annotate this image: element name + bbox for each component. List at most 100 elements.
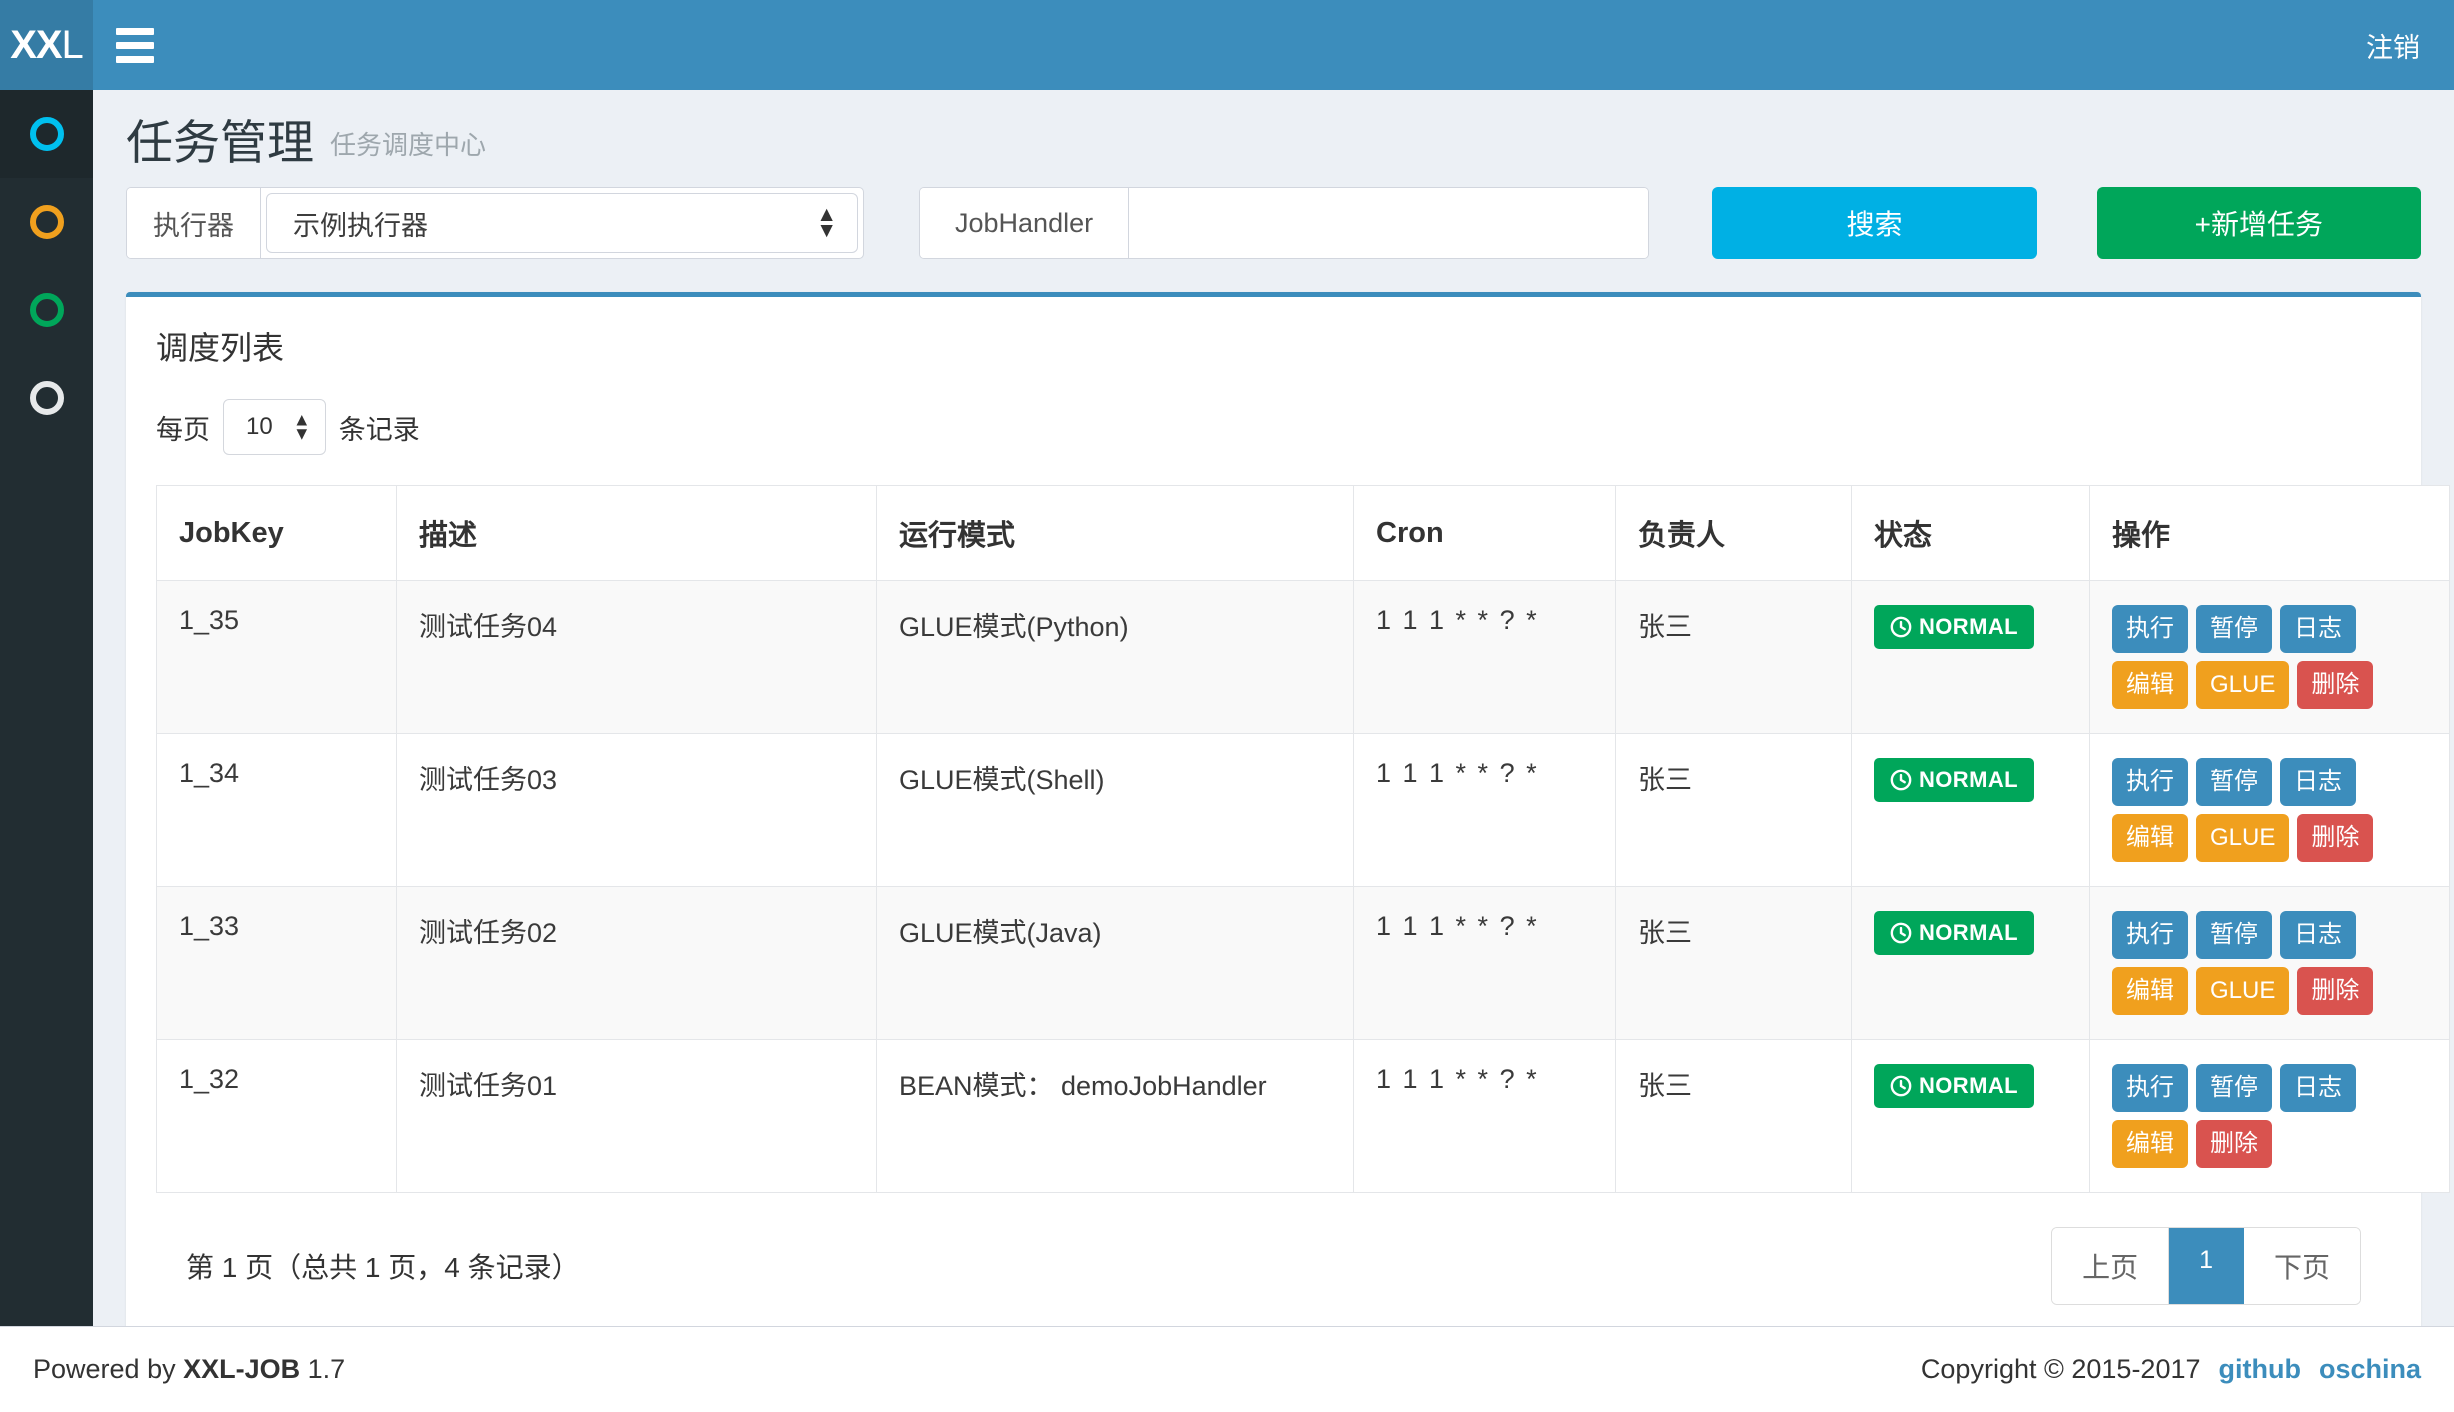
cell-mode: BEAN模式： demoJobHandler <box>876 1039 1354 1194</box>
executor-select-value: 示例执行器 <box>293 210 428 241</box>
status-badge-label: NORMAL <box>1919 614 2018 640</box>
op-button-删除[interactable]: 删除 <box>2297 967 2374 1016</box>
sidebar-item-2[interactable] <box>0 178 93 266</box>
circle-icon <box>29 381 64 415</box>
logout-link[interactable]: 注销 <box>2366 32 2420 63</box>
operation-buttons: 执行 暂停 日志编辑 删除 <box>2112 1064 2412 1169</box>
op-button-日志[interactable]: 日志 <box>2280 605 2356 654</box>
cell-owner: 张三 <box>1615 886 1852 1041</box>
hamburger-icon[interactable] <box>93 0 177 90</box>
sidebar-item-3[interactable] <box>0 266 93 354</box>
op-button-编辑[interactable]: 编辑 <box>2112 1120 2188 1169</box>
hamburger-bar <box>116 41 154 49</box>
cell-owner: 张三 <box>1615 733 1852 888</box>
cell-cron: 1 1 1 * * ? * <box>1353 733 1616 888</box>
op-button-编辑[interactable]: 编辑 <box>2112 661 2188 710</box>
page-header: 任务管理 任务调度中心 <box>93 90 2454 187</box>
op-button-GLUE[interactable]: GLUE <box>2196 967 2290 1016</box>
status-badge-label: NORMAL <box>1919 920 2018 946</box>
select-spinner-icon: ▲ ▼ <box>816 203 838 242</box>
sidebar-item-4[interactable] <box>0 354 93 442</box>
pagination-row: 第 1 页（总共 1 页，4 条记录） 上页 1 下页 <box>156 1193 2391 1345</box>
op-button-暂停[interactable]: 暂停 <box>2196 605 2272 654</box>
op-button-执行[interactable]: 执行 <box>2112 758 2188 807</box>
sidebar <box>0 90 93 1326</box>
op-button-执行[interactable]: 执行 <box>2112 605 2188 654</box>
page-length-select[interactable]: 10 ▲ ▼ <box>223 399 326 456</box>
cron-expression: 1 1 1 * * ? * <box>1376 1064 1539 1095</box>
op-button-执行[interactable]: 执行 <box>2112 1064 2188 1113</box>
pagination-prev[interactable]: 上页 <box>2052 1228 2170 1305</box>
col-desc: 描述 <box>396 485 877 582</box>
status-badge: NORMAL <box>1874 605 2034 650</box>
table-row: 1_34 测试任务03 GLUE模式(Shell) 1 1 1 * * ? * 张三 NO… <box>156 733 2450 888</box>
col-mode: 运行模式 <box>876 485 1354 582</box>
footer-link-github[interactable]: github <box>2218 1354 2301 1384</box>
cell-desc: 测试任务03 <box>396 733 877 888</box>
op-button-删除[interactable]: 删除 <box>2196 1120 2272 1169</box>
brand-logo[interactable]: XX L <box>0 0 93 90</box>
cell-desc: 测试任务04 <box>396 580 877 735</box>
status-badge-label: NORMAL <box>1919 767 2018 793</box>
jobhandler-input[interactable] <box>1129 188 1649 259</box>
filter-row: 执行器 示例执行器 ▲ ▼ JobHandler 搜索 +新增任务 <box>93 187 2454 260</box>
search-button[interactable]: 搜索 <box>1712 187 2037 260</box>
cell-jobkey: 1_34 <box>156 733 397 888</box>
executor-select[interactable]: 示例执行器 ▲ ▼ <box>266 193 859 254</box>
op-button-暂停[interactable]: 暂停 <box>2196 911 2272 960</box>
select-spinner-icon: ▲ ▼ <box>292 410 311 444</box>
op-button-编辑[interactable]: 编辑 <box>2112 967 2188 1016</box>
cell-owner: 张三 <box>1615 1039 1852 1194</box>
cell-status: NORMAL <box>1851 580 2090 735</box>
joblist-panel: 调度列表 每页 10 ▲ ▼ 条记录 <box>126 292 2450 1346</box>
op-button-暂停[interactable]: 暂停 <box>2196 1064 2272 1113</box>
content-area: 任务管理 任务调度中心 执行器 示例执行器 ▲ ▼ JobHandler <box>93 90 2454 1346</box>
op-button-GLUE[interactable]: GLUE <box>2196 661 2290 710</box>
op-button-编辑[interactable]: 编辑 <box>2112 814 2188 863</box>
status-badge: NORMAL <box>1874 1064 2034 1109</box>
cron-expression: 1 1 1 * * ? * <box>1376 605 1539 636</box>
cell-mode: GLUE模式(Shell) <box>876 733 1354 888</box>
operation-buttons: 执行 暂停 日志编辑 GLUE 删除 <box>2112 605 2412 710</box>
pagination-page-1[interactable]: 1 <box>2169 1228 2244 1305</box>
add-job-button[interactable]: +新增任务 <box>2096 187 2421 260</box>
panel-body: 每页 10 ▲ ▼ 条记录 JobKey <box>126 377 2450 1345</box>
table-row: 1_33 测试任务02 GLUE模式(Java) 1 1 1 * * ? * 张三 NOR… <box>156 886 2450 1041</box>
op-button-日志[interactable]: 日志 <box>2280 911 2356 960</box>
footer-right: Copyright © 2015-2017 github oschina <box>1921 1354 2421 1385</box>
op-button-日志[interactable]: 日志 <box>2280 1064 2356 1113</box>
cell-operations: 执行 暂停 日志编辑 删除 <box>2089 1039 2450 1194</box>
page-length-prefix: 每页 <box>156 414 210 445</box>
page-subtitle: 任务调度中心 <box>330 130 487 161</box>
clock-icon <box>1890 1075 1912 1097</box>
op-button-删除[interactable]: 删除 <box>2297 814 2374 863</box>
circle-icon <box>29 205 64 239</box>
operation-buttons: 执行 暂停 日志编辑 GLUE 删除 <box>2112 758 2412 863</box>
cell-status: NORMAL <box>1851 1039 2090 1194</box>
jobhandler-label: JobHandler <box>920 188 1130 259</box>
status-badge: NORMAL <box>1874 911 2034 956</box>
cell-jobkey: 1_35 <box>156 580 397 735</box>
op-button-日志[interactable]: 日志 <box>2280 758 2356 807</box>
op-button-执行[interactable]: 执行 <box>2112 911 2188 960</box>
hamburger-bar <box>116 55 154 63</box>
footer-link-oschina[interactable]: oschina <box>2318 1354 2421 1384</box>
executor-label: 执行器 <box>127 188 261 259</box>
op-button-GLUE[interactable]: GLUE <box>2196 814 2290 863</box>
navbar-right: 注销 <box>93 0 2454 90</box>
hamburger-bar <box>116 27 154 35</box>
cell-operations: 执行 暂停 日志编辑 GLUE 删除 <box>2089 733 2450 888</box>
panel-header: 调度列表 <box>126 297 2421 377</box>
status-badge-label: NORMAL <box>1919 1073 2018 1099</box>
page-title: 任务管理 <box>126 116 314 169</box>
sidebar-item-1[interactable] <box>0 90 93 178</box>
op-button-暂停[interactable]: 暂停 <box>2196 758 2272 807</box>
pagination-next[interactable]: 下页 <box>2243 1228 2360 1305</box>
body-wrap: 任务管理 任务调度中心 执行器 示例执行器 ▲ ▼ JobHandler <box>0 90 2454 1346</box>
cell-cron: 1 1 1 * * ? * <box>1353 886 1616 1041</box>
cell-cron: 1 1 1 * * ? * <box>1353 580 1616 735</box>
col-status: 状态 <box>1851 485 2090 582</box>
op-button-删除[interactable]: 删除 <box>2297 661 2374 710</box>
footer-copyright: Copyright © 2015-2017 <box>1920 1354 2201 1384</box>
executor-filter-group: 执行器 示例执行器 ▲ ▼ <box>126 187 865 260</box>
